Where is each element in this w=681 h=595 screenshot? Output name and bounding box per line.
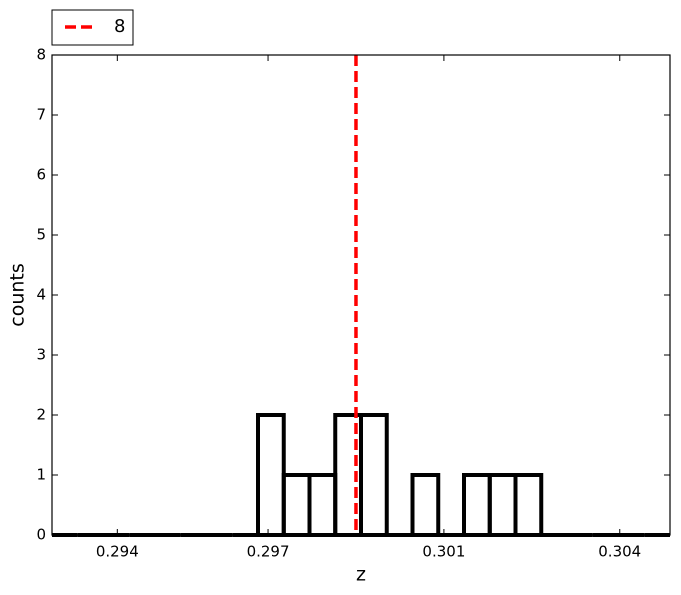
y-tick-label: 4 [36, 286, 46, 304]
x-tick-label: 0.301 [422, 543, 465, 561]
y-tick-label: 7 [36, 106, 46, 124]
x-tick-label: 0.294 [96, 543, 139, 561]
histogram-bar [462, 473, 492, 537]
plot-frame [51, 54, 671, 536]
histogram-bar [307, 473, 338, 537]
y-tick-label: 2 [36, 406, 46, 424]
y-tick-label: 0 [36, 526, 46, 544]
histogram-bar [513, 473, 544, 537]
x-tick-label: 0.297 [247, 543, 290, 561]
legend-label: 8 [114, 16, 125, 37]
histogram-bar [359, 413, 389, 537]
y-tick-label: 3 [36, 346, 46, 364]
y-tick-label: 8 [36, 46, 46, 64]
histogram-bar [487, 473, 518, 537]
histogram-bar [410, 473, 441, 537]
x-axis-label: z [356, 564, 366, 586]
y-tick-label: 1 [36, 466, 46, 484]
y-tick-label: 5 [36, 226, 46, 244]
y-axis-label: counts [7, 263, 29, 327]
x-tick-label: 0.304 [598, 543, 641, 561]
histogram-bar [281, 473, 312, 537]
y-tick-label: 6 [36, 166, 46, 184]
histogram-bar [256, 413, 286, 537]
